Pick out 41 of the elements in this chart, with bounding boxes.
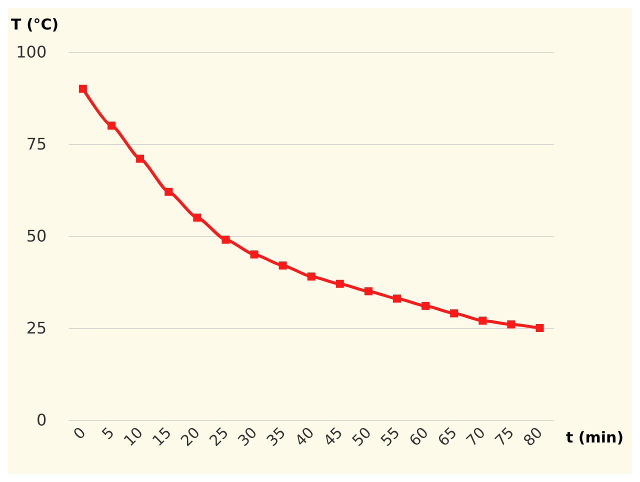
point [422, 302, 430, 310]
point [222, 236, 230, 244]
point [536, 324, 544, 332]
x-tick-label: 65 [434, 424, 460, 450]
point [364, 287, 372, 296]
x-tick-label: 40 [291, 424, 318, 450]
point [336, 280, 344, 288]
point [107, 122, 116, 130]
point [392, 294, 401, 303]
y-tick-label: 25 [26, 318, 47, 338]
y-tick-label: 75 [26, 134, 47, 154]
x-tick-label: 45 [320, 424, 346, 450]
point [78, 84, 87, 93]
point [450, 309, 458, 318]
x-tick-label: 35 [262, 424, 290, 450]
point [478, 316, 487, 325]
point [278, 261, 287, 270]
x-tick-label: 0 [70, 424, 90, 444]
point [307, 272, 316, 280]
y-axis-title: T (°C) [10, 16, 59, 34]
y-tick-label: 50 [26, 226, 47, 246]
x-tick-label: 75 [491, 424, 518, 450]
x-tick-label: 10 [120, 424, 146, 450]
x-tick-label: 70 [462, 424, 489, 450]
point [136, 154, 144, 163]
point [507, 320, 516, 328]
point [250, 250, 258, 258]
x-tick-label: 80 [520, 424, 546, 450]
x-tick-label: 55 [377, 424, 404, 450]
x-tick-label: 30 [234, 424, 261, 450]
y-tick-label: 0 [36, 410, 47, 430]
x-tick-label: 20 [177, 424, 204, 450]
x-tick-label: 5 [98, 424, 118, 444]
y-tick-label: 100 [16, 42, 47, 62]
x-tick-label: 15 [148, 424, 175, 450]
x-tick-label: 25 [206, 424, 232, 450]
point [164, 188, 173, 196]
point [193, 214, 202, 222]
x-tick-label: 60 [406, 424, 432, 450]
x-tick-label: 50 [348, 424, 375, 450]
x-axis-title: t (min) [566, 428, 624, 446]
